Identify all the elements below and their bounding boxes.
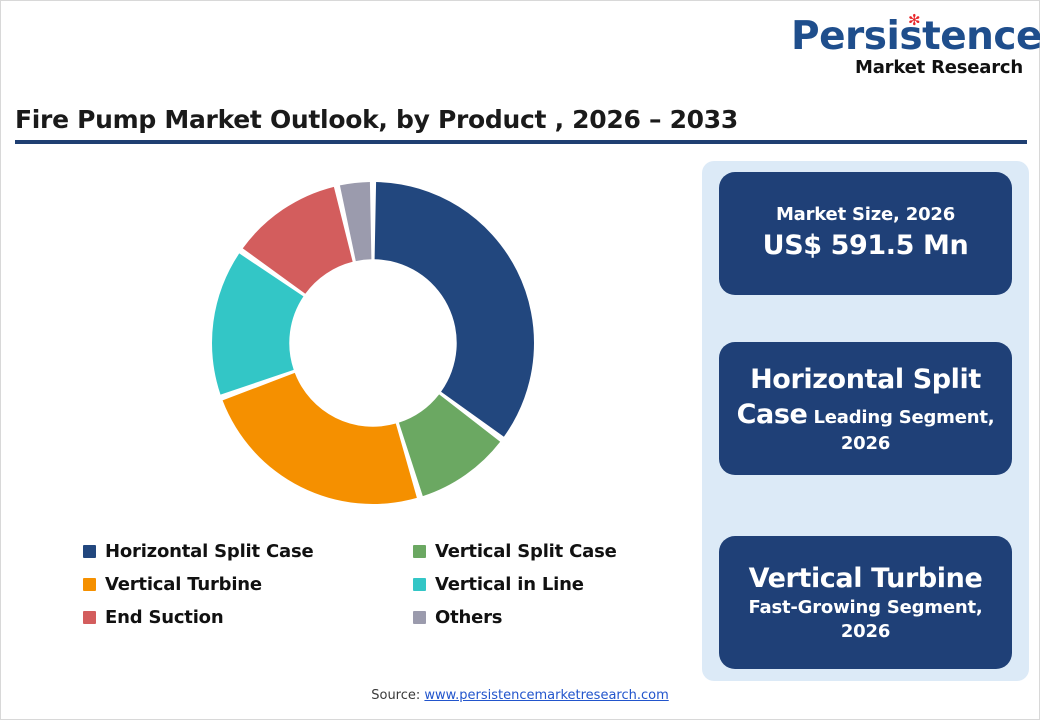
legend-item-label: Vertical Split Case: [435, 541, 617, 562]
card-fast-growing-segment-name: Vertical Turbine: [748, 563, 983, 595]
highlights-panel: Market Size, 2026 US$ 591.5 Mn Horizonta…: [702, 161, 1029, 681]
card-market-size-label: Market Size, 2026: [775, 204, 956, 226]
card-fast-growing-segment-caption: Fast-Growing Segment, 2026: [748, 597, 983, 643]
legend-swatch-icon: [83, 611, 96, 624]
card-leading-segment[interactable]: Horizontal Split Case Leading Segment, 2…: [719, 342, 1012, 475]
legend-item[interactable]: Horizontal Split Case: [83, 541, 413, 562]
donut-slice[interactable]: [398, 394, 501, 497]
card-fast-growing-segment[interactable]: Vertical Turbine Fast-Growing Segment, 2…: [719, 536, 1012, 669]
logo-tagline: Market Research: [854, 57, 1023, 78]
legend-swatch-icon: [83, 545, 96, 558]
source-link[interactable]: www.persistencemarketresearch.com: [424, 688, 669, 703]
donut-chart: [31, 161, 691, 521]
page-title: Fire Pump Market Outlook, by Product , 2…: [15, 105, 738, 134]
donut-slice[interactable]: [374, 182, 534, 437]
legend-swatch-icon: [83, 578, 96, 591]
legend-swatch-icon: [413, 545, 426, 558]
legend-item-label: Vertical in Line: [435, 574, 584, 595]
legend-item[interactable]: Vertical Split Case: [413, 541, 683, 562]
title-divider: [15, 140, 1027, 144]
title-block: Fire Pump Market Outlook, by Product , 2…: [15, 105, 1027, 144]
chart-legend: Horizontal Split Case Vertical Split Case…: [83, 535, 683, 634]
legend-swatch-icon: [413, 578, 426, 591]
legend-swatch-icon: [413, 611, 426, 624]
card-market-size-value: US$ 591.5 Mn: [762, 229, 969, 261]
donut-slice[interactable]: [339, 182, 372, 262]
card-market-size[interactable]: Market Size, 2026 US$ 591.5 Mn: [719, 172, 1012, 295]
donut-slice-group: [211, 182, 534, 505]
donut-slice[interactable]: [242, 186, 353, 294]
legend-item[interactable]: Others: [413, 607, 683, 628]
logo-wordmark: Persistence ✻: [791, 11, 1040, 57]
company-logo: Persistence ✻ Market Research: [791, 11, 1040, 78]
source-prefix: Source:: [371, 688, 425, 703]
source-line: Source: www.persistencemarketresearch.co…: [1, 688, 1039, 703]
legend-item[interactable]: End Suction: [83, 607, 413, 628]
donut-slice[interactable]: [222, 372, 417, 505]
legend-item-label: End Suction: [105, 607, 224, 628]
donut-slice[interactable]: [211, 253, 304, 395]
legend-item-label: Others: [435, 607, 503, 628]
card-leading-segment-name: Horizontal Split Case: [736, 363, 982, 430]
legend-item-label: Horizontal Split Case: [105, 541, 314, 562]
logo-star-icon: ✻: [908, 11, 921, 29]
legend-item-label: Vertical Turbine: [105, 574, 262, 595]
legend-item[interactable]: Vertical in Line: [413, 574, 683, 595]
logo-wordmark-text: Persistence: [791, 14, 1040, 59]
donut-chart-svg: [211, 182, 534, 505]
legend-item[interactable]: Vertical Turbine: [83, 574, 413, 595]
card-leading-segment-text: Horizontal Split Case Leading Segment, 2…: [735, 362, 996, 456]
card-leading-segment-caption: Leading Segment, 2026: [807, 406, 995, 454]
card-fast-growing-segment-text: Vertical Turbine Fast-Growing Segment, 2…: [735, 561, 996, 644]
